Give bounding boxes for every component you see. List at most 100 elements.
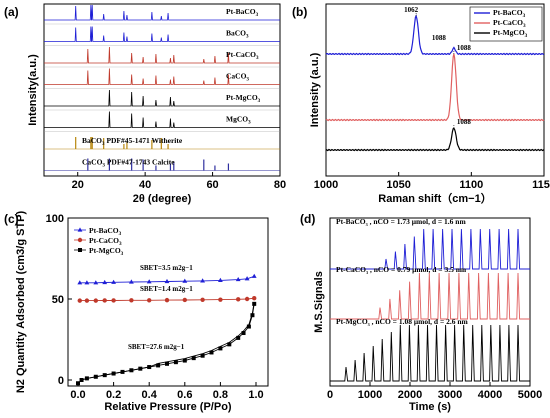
panel-c-point [120,369,125,374]
panel-a-series-label: BaCO3​ PDF#45-1471 Witherite [82,136,183,147]
panel-c-xtick-label: 0.2 [106,389,121,401]
panel-d-xlabel: Time (s) [409,401,451,413]
panel-c-point [102,279,108,285]
panel-a: (a) Intensity(a.u.) 2θ (degree) 20 40 60 80… [4,3,286,205]
panel-c-point [182,358,187,363]
panel-c-point [147,298,152,303]
panel-c-point [102,373,107,378]
panel-c-point [173,360,178,365]
panel-d-trace-0 [330,228,530,270]
panel-c-xtick-label: 0.4 [142,389,158,401]
panel-a-trace-5 [44,111,280,128]
panel-c-point [129,368,134,373]
panel-c-point [146,279,152,284]
panel-b-ylabel: Intensity (a.u.) [309,52,321,127]
panel-c-point [76,381,80,386]
panel-b-legend-entry: Pt-MgCO3​ [493,28,528,39]
panel-d-traces [330,228,530,382]
panel-b-legend-entry: Pt-BaCO3​ [493,8,526,19]
panel-c-point [227,342,232,347]
panel-b-traces: 1062 1088 1088 1088 [325,6,545,152]
panel-c-legend-entry: Pt-CaCO3​ [89,236,122,247]
panel-d-xtick-label: 3000 [438,389,462,401]
panel-b-legend: Pt-BaCO3​Pt-CaCO3​Pt-MgCO3​ [469,6,543,42]
panel-a-xticks: 20 40 60 80 [72,172,286,191]
panel-a-trace-3 [44,68,280,85]
panel-c-xtick-label: 0.8 [213,389,228,401]
panel-d-series-label: Pt-BaCO3​ , nCO = 1.73 μmol, d = 1.6 nm [336,217,466,227]
panel-d-xtick-label: 4000 [478,389,502,401]
panel-d-ylabel: M.S.Signals [313,271,325,333]
panel-a-ylabel: Intensity(a.u.) [27,54,39,126]
panel-c-point [164,297,170,303]
panel-b: (b) Intensity (a.u.) Raman shift（cm−1） 1… [292,3,550,205]
panel-c-point [236,335,241,340]
panel-d-series-labels: Pt-BaCO3​ , nCO = 1.73 μmol, d = 1.6 nm P… [336,217,469,327]
panel-c-point [251,273,257,278]
panel-c-ticks: 0.0 0.2 0.4 0.6 0.8 1.0 0 50 100 [46,213,264,401]
panel-c-point [84,298,90,303]
panel-a-xtick-label: 20 [72,179,84,191]
panel-d-xticks: 0 1000 2000 3000 4000 5000 [327,382,542,401]
panel-c-frame [67,217,269,387]
panel-c-xtick-label: 1.0 [248,389,263,401]
panel-d-series-label: Pt-MgCO3​ , nCO = 1.08 μmol, d = 2.6 nm [336,317,469,327]
panel-c-point [250,313,255,318]
panel-c-point [191,356,196,361]
panel-c-point [252,295,257,301]
panel-b-peak-label: 1088 [457,44,472,52]
panel-c-point [209,350,214,355]
panel-d-trace-1 [330,272,530,320]
panel-c-point [182,297,187,303]
panel-b-peak-label: 1062 [404,6,419,14]
panel-c-point [200,353,205,358]
panel-c-point [244,276,250,281]
panel-c-legend-marker [77,227,83,232]
panel-c-point [218,297,223,302]
panel-a-xtick-label: 60 [206,179,218,191]
panel-c-point [182,278,188,283]
panel-c-point [111,371,116,376]
panel-c-point [164,278,170,284]
panel-a-series-label: CaCO3​ [226,72,249,83]
panel-d-xtick-label: 2000 [398,389,422,401]
panel-b-xtick-label: 1000 [314,179,338,191]
panel-a-series-label: BaCO3​ [226,29,249,40]
panel-c-point [138,366,143,371]
panel-c-point [129,279,134,284]
panel-c-xtick-label: 0.0 [70,389,85,401]
panel-c-point [252,301,257,306]
panel-c-point [93,280,99,285]
panel-a-trace-4 [44,89,280,107]
panel-c-point [84,376,89,381]
panel-b-trace-1 [325,53,545,122]
panel-d-xtick-label: 0 [327,389,333,401]
panel-c-sbet-label: SBET=1.4 m2g−1 [140,285,193,293]
panel-a-series-label: MgCO3​ [226,115,251,126]
panel-b-xtick-label: 1150 [532,179,550,191]
panel-b-peak-label: 1088 [457,118,472,126]
panel-c-point [241,331,246,336]
panel-c-point [218,277,223,282]
panel-a-series-label: CaCO3​ PDF#47-1743 Calcite [82,158,175,169]
panel-a-xlabel: 2θ (degree) [133,193,192,205]
panel-a-series-label: Pt-BaCO3​ [226,7,259,18]
panel-c-point [147,365,152,370]
panel-d-xtick-label: 1000 [358,389,382,401]
panel-d-label: (d) [300,212,315,226]
panel-c-point [236,297,241,302]
panel-d: (d) M.S.Signals Time (s) 0 1000 2000 3000 40… [300,212,542,413]
panel-a-label: (a) [4,5,19,19]
panel-b-xlabel: Raman shift（cm−1） [378,192,491,205]
panel-c-ytick-label: 100 [46,213,64,225]
panel-b-peak2-label: 1088 [432,34,447,42]
panel-d-frame [329,217,531,387]
panel-c-ylabel: N2 Quantity Adsorbed (cm3/g STP) [15,210,27,393]
panel-a-xtick-label: 40 [139,179,151,191]
panel-d-xtick-label: 5000 [518,389,542,401]
panel-c-legend-entry: Pt-BaCO3​ [89,226,122,237]
panel-b-legend-entry: Pt-CaCO3​ [493,18,526,29]
panel-a-trace-2 [44,46,280,64]
panel-c-point [156,363,161,368]
